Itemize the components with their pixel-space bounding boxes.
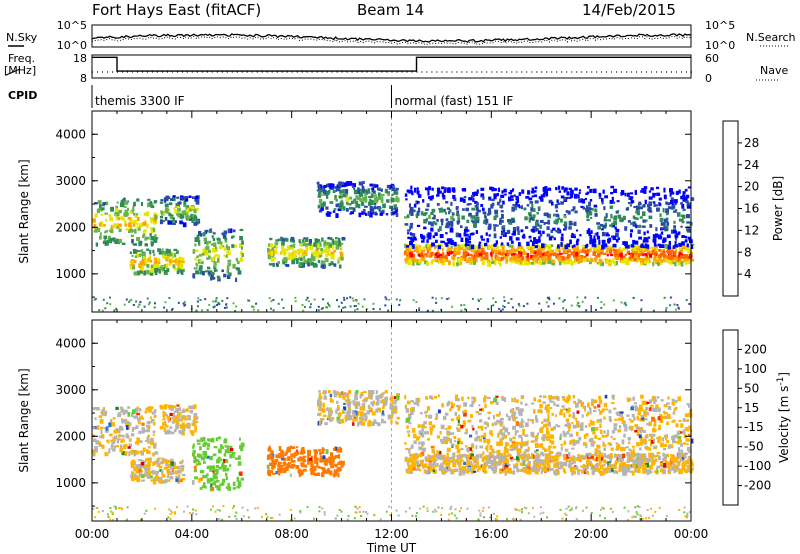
cpid-label: CPID <box>8 89 38 102</box>
cpid-mode-label: themis 3300 IF <box>95 94 185 108</box>
power-feature-4 <box>192 228 244 283</box>
velocity-scale-tick-label: -100 <box>744 459 771 473</box>
freq-left-label: Freq. <box>8 52 36 65</box>
velocity-feature-7 <box>266 445 345 478</box>
velocity-scale-frame <box>722 329 739 506</box>
power-ylabel: Slant Range [km] <box>17 159 31 263</box>
velocity-ylabel: Slant Range [km] <box>17 368 31 472</box>
power-feature-12.5 <box>404 185 695 250</box>
date-label: 14/Feb/2015 <box>582 1 676 19</box>
noise-sky-line <box>91 33 692 43</box>
velocity-feature-2.7 <box>159 404 199 436</box>
freq-line <box>92 56 691 72</box>
freq-left-unit: [MHz] <box>4 64 37 77</box>
velocity-scale-tick-label: 100 <box>744 362 767 376</box>
x-tick-label: 12:00 <box>374 527 409 541</box>
x-tick-label: 00:00 <box>75 527 110 541</box>
power-scale-frame <box>722 120 739 297</box>
power-feature-1.5 <box>129 248 185 276</box>
y-tick-label: 4000 <box>55 336 86 350</box>
nave-label: Nave <box>760 64 789 77</box>
power-scale-tick-label: 8 <box>744 245 752 259</box>
noise-tick-right-bottom: 10^0 <box>705 39 735 52</box>
y-tick-label: 2000 <box>55 429 86 443</box>
power-scale-label: Power [dB] <box>771 176 785 241</box>
noise-right-label: N.Search <box>746 31 796 44</box>
power-feature-2.7 <box>159 195 201 228</box>
power-panel-data <box>92 111 695 312</box>
y-tick-label: 3000 <box>55 383 86 397</box>
power-feature-0 <box>92 197 159 247</box>
y-tick-label: 1000 <box>55 267 86 281</box>
velocity-scale-tick-label: 200 <box>744 342 767 356</box>
power-scale-tick-label: 16 <box>744 202 759 216</box>
x-tick-label: 20:00 <box>574 527 609 541</box>
freq-tick-right-bottom: 0 <box>705 72 712 85</box>
x-tick-label: 04:00 <box>175 527 210 541</box>
x-tick-label: 00:00 <box>674 527 709 541</box>
power-scale-tick-label: 24 <box>744 158 759 172</box>
velocity-scale-tick-label: -200 <box>744 479 771 493</box>
freq-legend-line <box>5 68 21 76</box>
cpid-mode-label: normal (fast) 151 IF <box>395 94 514 108</box>
power-feature-12.5 <box>404 243 695 267</box>
freq-panel-frame <box>91 54 692 79</box>
station-title: Fort Hays East (fitACF) <box>92 1 262 19</box>
velocity-feature-4 <box>191 436 245 492</box>
x-axis-label: Time UT <box>366 541 417 554</box>
x-tick-label: 16:00 <box>474 527 509 541</box>
noise-tick-left-top: 10^5 <box>57 19 87 32</box>
power-scale-tick-label: 12 <box>744 223 759 237</box>
velocity-panel-data <box>92 320 694 521</box>
velocity-scale-tick-label: -50 <box>744 440 764 454</box>
freq-tick-left-bottom: 8 <box>80 72 87 85</box>
power-scale-tick-label: 4 <box>744 267 752 281</box>
x-tick-label: 08:00 <box>274 527 309 541</box>
y-tick-label: 2000 <box>55 220 86 234</box>
noise-panel-frame <box>91 24 692 48</box>
power-scale-tick-label: 28 <box>744 136 759 150</box>
noise-tick-left-bottom: 10^0 <box>57 39 87 52</box>
y-tick-label: 4000 <box>55 127 86 141</box>
freq-tick-right-top: 60 <box>705 52 719 65</box>
noise-left-label: N.Sky <box>6 31 38 44</box>
velocity-feature-9 <box>316 389 400 427</box>
beam-label: Beam 14 <box>357 1 425 19</box>
velocity-feature-12.5 <box>404 394 694 460</box>
y-tick-label: 3000 <box>55 174 86 188</box>
noise-search-line <box>91 35 692 46</box>
velocity-scale-tick-label: 15 <box>744 401 759 415</box>
velocity-scale-tick-label: 50 <box>744 381 759 395</box>
power-feature-9 <box>316 180 400 218</box>
velocity-feature-0 <box>92 406 159 457</box>
freq-tick-left-top: 18 <box>73 52 87 65</box>
noise-tick-right-top: 10^5 <box>705 19 735 32</box>
velocity-feature-1.5 <box>130 457 186 485</box>
velocity-scale-label: Velocity [m s-1] <box>776 372 791 463</box>
velocity-scale-tick-label: -15 <box>744 420 764 434</box>
y-tick-label: 1000 <box>55 476 86 490</box>
power-feature-7 <box>267 236 346 269</box>
power-scale-tick-label: 20 <box>744 180 759 194</box>
